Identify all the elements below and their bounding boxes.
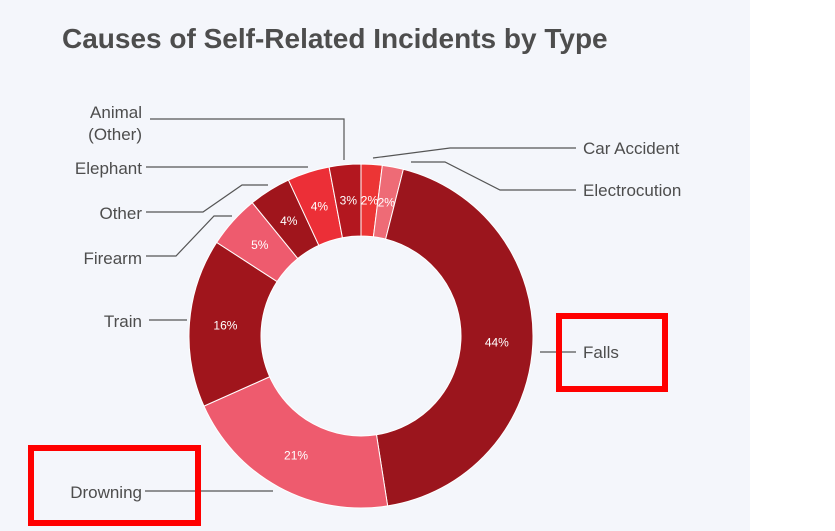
- percent-label-animal-other: 3%: [340, 194, 358, 208]
- chart-title: Causes of Self-Related Incidents by Type: [62, 23, 608, 54]
- category-label-train: Train: [104, 312, 142, 331]
- category-label-other: Other: [99, 204, 142, 223]
- category-labels: Car Accident Electrocution Falls Drowning Tr…: [70, 103, 681, 502]
- category-label-car-accident: Car Accident: [583, 139, 680, 158]
- percent-label-elephant: 4%: [311, 200, 329, 214]
- percent-label-electrocution: 2%: [378, 195, 396, 209]
- category-label-drowning: Drowning: [70, 483, 142, 502]
- percent-label-car-accident: 2%: [361, 193, 379, 207]
- highlight-boxes: [28, 313, 668, 526]
- leader-line-firearm: [146, 215, 232, 257]
- highlight-box-falls: [556, 313, 668, 392]
- donut-slices: [188, 163, 534, 509]
- slice-animal-other: [328, 163, 362, 239]
- leader-line-car-accident: [372, 147, 576, 159]
- leader-lines: [145, 118, 576, 492]
- leader-line-other: [146, 184, 268, 213]
- slice-drowning: [203, 376, 389, 509]
- percent-label-falls: 44%: [485, 335, 509, 349]
- percent-label-firearm: 5%: [251, 238, 269, 252]
- slice-falls: [375, 168, 534, 507]
- category-label-firearm: Firearm: [83, 249, 142, 268]
- category-label-falls: Falls: [583, 343, 619, 362]
- category-label-animal-other: Animal (Other): [88, 103, 142, 144]
- category-label-elephant: Elephant: [75, 159, 142, 178]
- highlight-box-drowning: [28, 445, 201, 526]
- leader-line-animal-other: [150, 118, 345, 160]
- category-label-electrocution: Electrocution: [583, 181, 681, 200]
- percent-label-train: 16%: [213, 318, 237, 332]
- leader-line-electrocution: [411, 161, 576, 191]
- percent-labels: 2% 2% 44% 21% 16% 5% 4% 4% 3%: [213, 193, 509, 462]
- percent-label-other: 4%: [280, 214, 298, 228]
- percent-label-drowning: 21%: [284, 449, 308, 463]
